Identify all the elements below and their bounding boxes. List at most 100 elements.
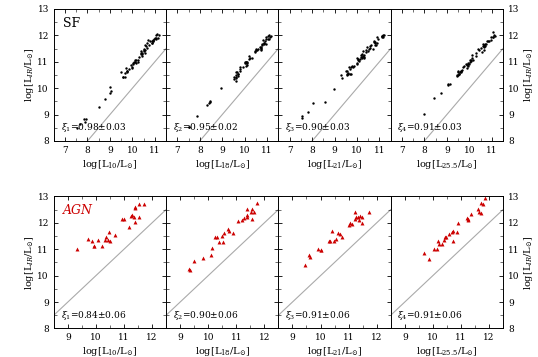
Point [478,41,487,46]
Point [220,231,228,236]
Point [356,56,364,62]
Point [205,100,214,105]
Point [134,54,143,60]
Point [190,258,199,264]
Point [232,69,241,75]
X-axis label: log[L$_{21}$/L$_{\odot}$]: log[L$_{21}$/L$_{\odot}$] [307,157,362,171]
Point [128,65,137,71]
Point [343,71,352,76]
Point [338,235,346,240]
Point [88,238,97,244]
Point [359,53,368,59]
Point [480,42,489,48]
Point [101,237,109,243]
Point [90,243,98,249]
Point [459,65,468,70]
Point [236,66,244,72]
Point [489,34,498,40]
Point [344,70,352,76]
Point [73,126,81,131]
Point [148,40,157,45]
Text: SF: SF [63,17,80,30]
Point [362,49,370,55]
Point [151,32,160,37]
Point [456,69,465,75]
Point [374,36,383,42]
Point [238,64,247,70]
Point [140,49,148,54]
Point [379,32,388,38]
Point [97,243,106,249]
Text: $\xi_2$=0.90±0.06: $\xi_2$=0.90±0.06 [173,309,239,322]
Point [464,216,473,222]
Point [82,116,91,122]
Point [89,243,98,249]
Point [117,69,126,75]
Point [362,47,370,52]
Point [321,99,329,105]
Point [153,35,162,41]
Point [352,214,360,220]
Point [468,57,477,63]
Point [118,74,127,80]
Point [253,47,261,53]
Text: AGN: AGN [63,204,93,217]
Point [132,60,140,66]
Point [373,40,381,46]
Point [434,241,443,247]
Point [131,205,140,211]
Point [256,44,265,50]
Point [144,37,153,43]
Point [253,46,262,51]
Point [208,245,216,251]
Point [465,59,474,64]
Point [477,45,485,50]
Point [252,46,261,52]
Point [236,64,244,70]
Point [482,39,491,44]
Point [372,42,381,47]
Point [314,247,322,252]
Point [128,212,137,218]
Point [317,247,325,252]
Point [337,72,345,78]
Point [129,60,137,66]
Point [448,238,457,244]
Point [124,67,133,72]
Point [81,119,89,125]
Point [137,50,146,56]
Point [344,222,353,228]
Point [346,71,355,77]
Point [467,211,476,216]
Point [148,38,157,44]
Point [378,32,387,38]
Point [137,48,145,54]
Point [481,44,490,49]
Point [358,51,366,57]
Point [346,220,355,225]
Point [441,234,450,240]
Point [444,81,452,86]
Point [104,237,112,243]
Point [229,231,238,236]
Point [259,40,268,46]
Point [257,46,266,51]
Point [473,46,482,51]
Point [237,217,246,223]
Point [355,217,364,223]
Point [370,38,378,44]
Point [111,232,119,238]
Point [73,246,81,252]
Point [345,64,353,70]
Point [487,37,496,42]
Point [348,63,356,69]
Point [128,64,137,69]
Point [258,41,267,46]
Point [148,38,157,44]
Point [148,37,157,42]
Point [463,65,472,71]
Point [148,41,157,46]
Point [468,52,476,58]
Point [343,68,351,74]
Point [263,36,272,42]
